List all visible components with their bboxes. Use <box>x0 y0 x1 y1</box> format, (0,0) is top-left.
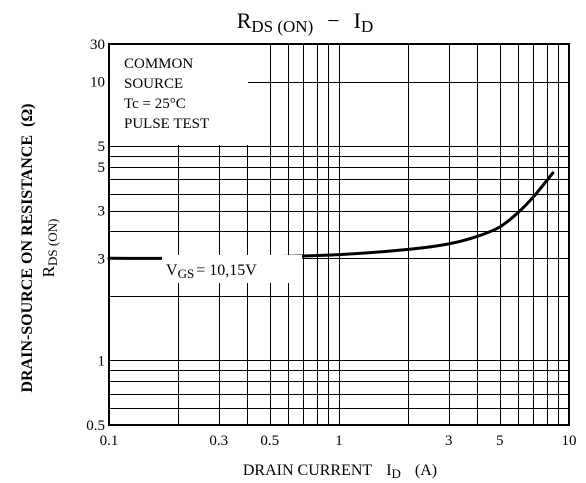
series-label-background <box>162 255 302 283</box>
y-label-sym: R <box>39 265 58 277</box>
x-tick-label: 0.1 <box>100 433 119 449</box>
x-axis-label: DRAIN CURRENT ID (A) <box>243 462 437 481</box>
condition-line: Tc = 25°C <box>124 96 186 112</box>
series-line <box>107 171 555 260</box>
x-label-sym: I <box>386 462 391 479</box>
x-tick-label: 0.5 <box>260 433 279 449</box>
y-tick-label: 10 <box>90 75 105 91</box>
y-label-sym-sub: DS (ON) <box>45 219 60 266</box>
condition-line: COMMON <box>124 56 193 72</box>
series <box>107 171 555 260</box>
chart-title: RDS (ON) − ID <box>237 8 374 36</box>
svg-text:RDS (ON): RDS (ON) <box>39 219 60 278</box>
x-tick-label: 10 <box>562 433 577 449</box>
y-axis-label: DRAIN-SOURCE ON RESISTANCE (Ω) RDS (ON) <box>19 104 60 393</box>
svg-text:DRAIN-SOURCE ON RESISTANCE(Ω): DRAIN-SOURCE ON RESISTANCE (Ω) <box>19 104 36 393</box>
plot-frame <box>108 43 570 426</box>
x-tick-label: 5 <box>496 433 504 449</box>
x-tick-label: 1 <box>335 433 343 449</box>
grid <box>109 44 570 426</box>
y-tick-label: 3 <box>98 251 106 267</box>
series-label: VGS = 10,15V <box>166 262 257 281</box>
conditions-box <box>110 45 248 145</box>
x-label-unit: (A) <box>415 462 437 479</box>
title-var-sub: D <box>361 17 373 36</box>
series-label-sym-sub: GS <box>178 266 195 281</box>
title-main: R <box>237 8 252 33</box>
x-label-sym-sub: D <box>392 466 401 481</box>
y-label-unit: (Ω) <box>19 104 36 127</box>
condition-line: SOURCE <box>124 76 183 92</box>
x-label-main: DRAIN CURRENT <box>243 462 373 479</box>
title-var: I <box>354 8 361 33</box>
y-tick-label: 5 <box>98 139 106 155</box>
x-tick-label: 3 <box>445 433 453 449</box>
y-tick-label: 5 <box>98 160 106 176</box>
y-tick-label: 1 <box>98 353 106 369</box>
y-tick-label: 3 <box>98 204 106 220</box>
series-label-sym: V <box>166 262 178 279</box>
title-sep: − <box>327 8 339 33</box>
y-tick-label: 30 <box>90 37 105 53</box>
series-label-text: = 10,15V <box>196 262 257 279</box>
conditions-text: COMMON SOURCE Tc = 25°C PULSE TEST <box>124 56 209 132</box>
condition-line: PULSE TEST <box>124 116 209 132</box>
title-main-sub: DS (ON) <box>251 17 313 36</box>
y-label-line1: DRAIN-SOURCE ON RESISTANCE <box>19 135 36 393</box>
y-tick-label: 0.5 <box>86 418 105 434</box>
x-tick-label: 0.3 <box>209 433 228 449</box>
tick-labels: 0.1 0.3 0.5 1 3 5 10 0.5 1 3 3 5 5 10 30 <box>86 37 576 449</box>
